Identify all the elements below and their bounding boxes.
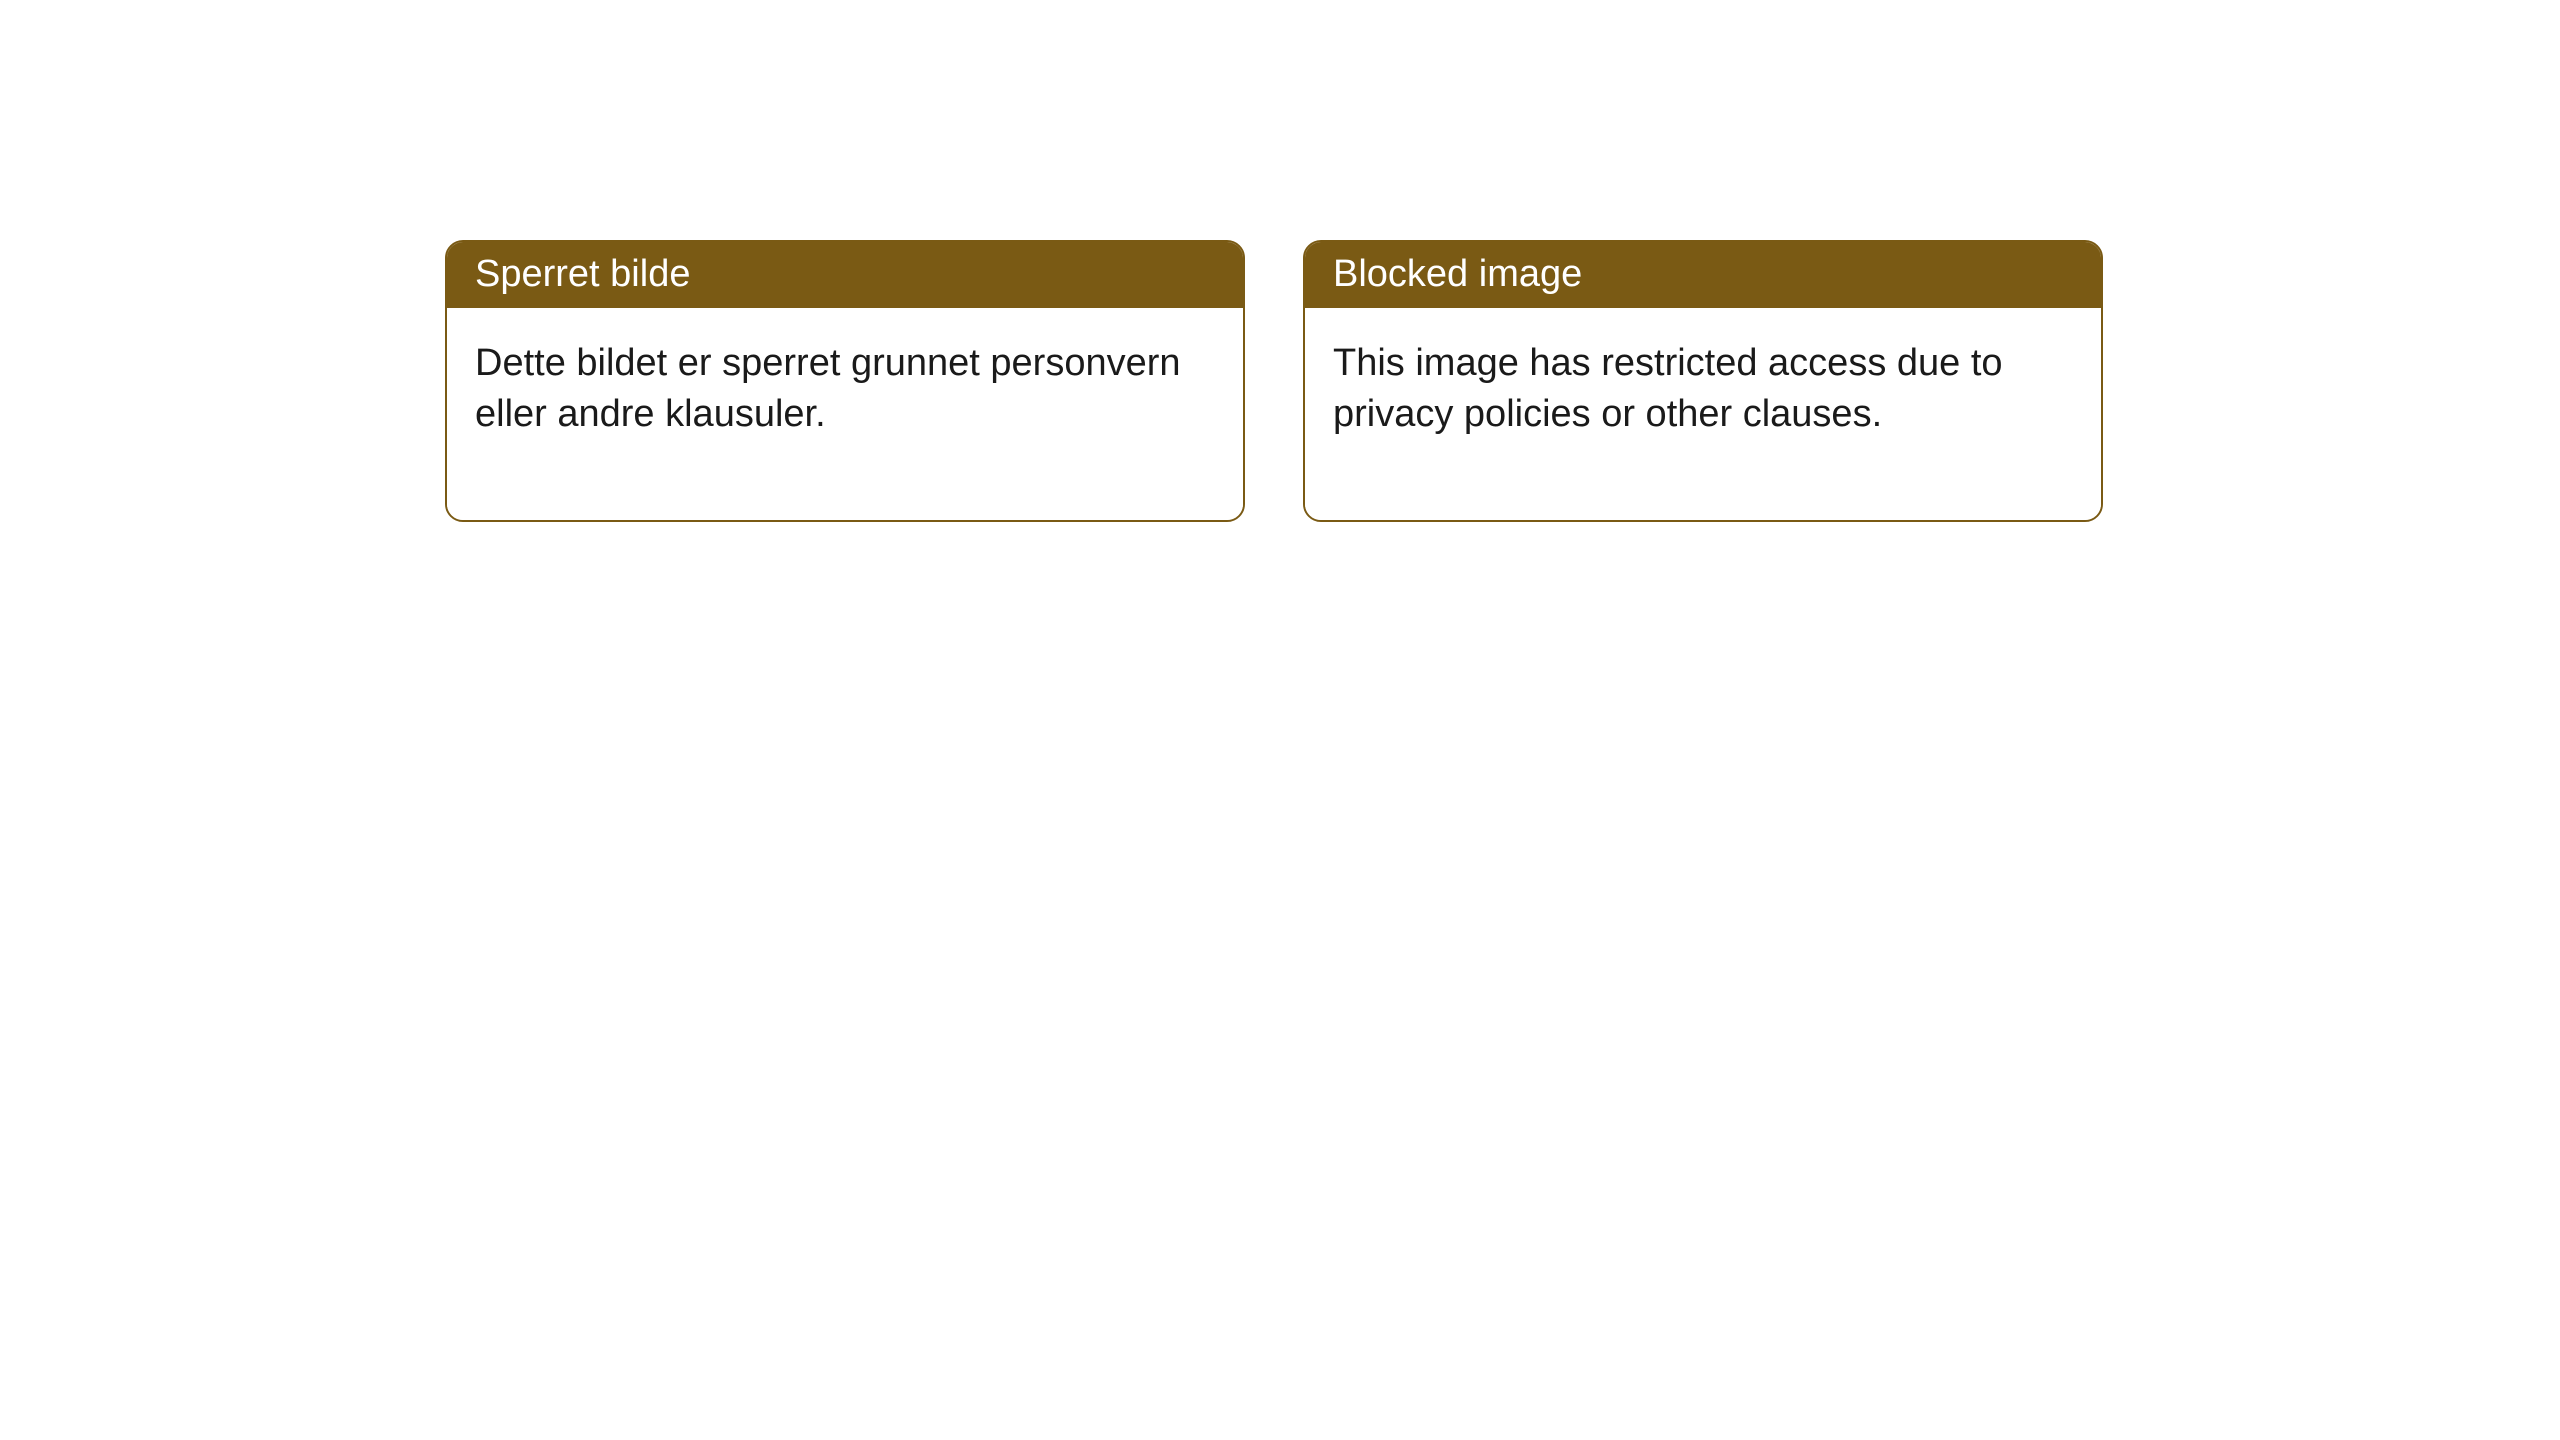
card-body: Dette bildet er sperret grunnet personve… (447, 308, 1243, 521)
blocked-image-card-en: Blocked image This image has restricted … (1303, 240, 2103, 522)
card-header: Sperret bilde (447, 242, 1243, 308)
blocked-image-card-no: Sperret bilde Dette bildet er sperret gr… (445, 240, 1245, 522)
card-body: This image has restricted access due to … (1305, 308, 2101, 521)
blocked-image-cards: Sperret bilde Dette bildet er sperret gr… (445, 240, 2560, 522)
card-header: Blocked image (1305, 242, 2101, 308)
